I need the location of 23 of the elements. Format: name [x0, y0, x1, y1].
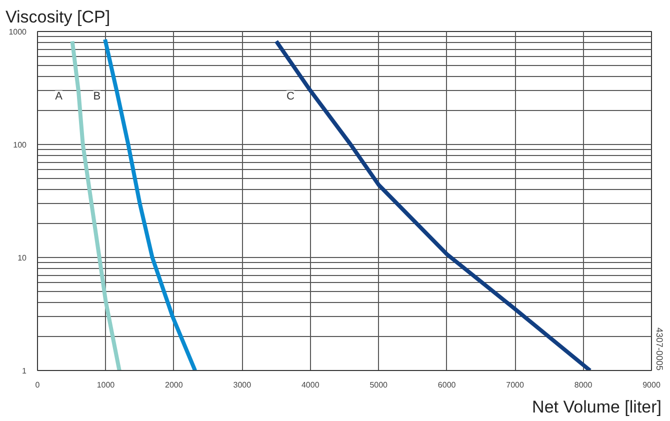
series-label: B [93, 90, 101, 103]
x-tick-label: 0 [35, 380, 40, 390]
x-tick-label: 1000 [96, 380, 116, 390]
x-tick-label: 3000 [233, 380, 252, 390]
text: 4307-0005 [654, 327, 664, 371]
series-label: C [286, 90, 294, 103]
y-tick-label: 100 [13, 140, 28, 150]
series-label: A [55, 90, 64, 103]
x-tick-label: 4000 [301, 380, 320, 390]
line-series [70, 39, 122, 370]
line-series [274, 39, 592, 370]
y-tick-label: 1000 [8, 28, 28, 36]
x-tick-label: 5000 [370, 380, 388, 390]
y-axis-title: Viscosity [CP] [6, 8, 110, 26]
x-axis-title: Net Volume [liter] [532, 398, 662, 416]
x-tick-label: 2000 [165, 380, 184, 390]
y-tick-label: 10 [18, 254, 28, 262]
x-tick-label: 6000 [438, 380, 456, 390]
line-series [103, 37, 198, 370]
x-tick-label: 9000 [642, 380, 661, 390]
x-tick-label: 7000 [506, 380, 525, 390]
y-tick-label: 1 [22, 366, 28, 376]
x-tick-label: 8000 [574, 380, 593, 390]
